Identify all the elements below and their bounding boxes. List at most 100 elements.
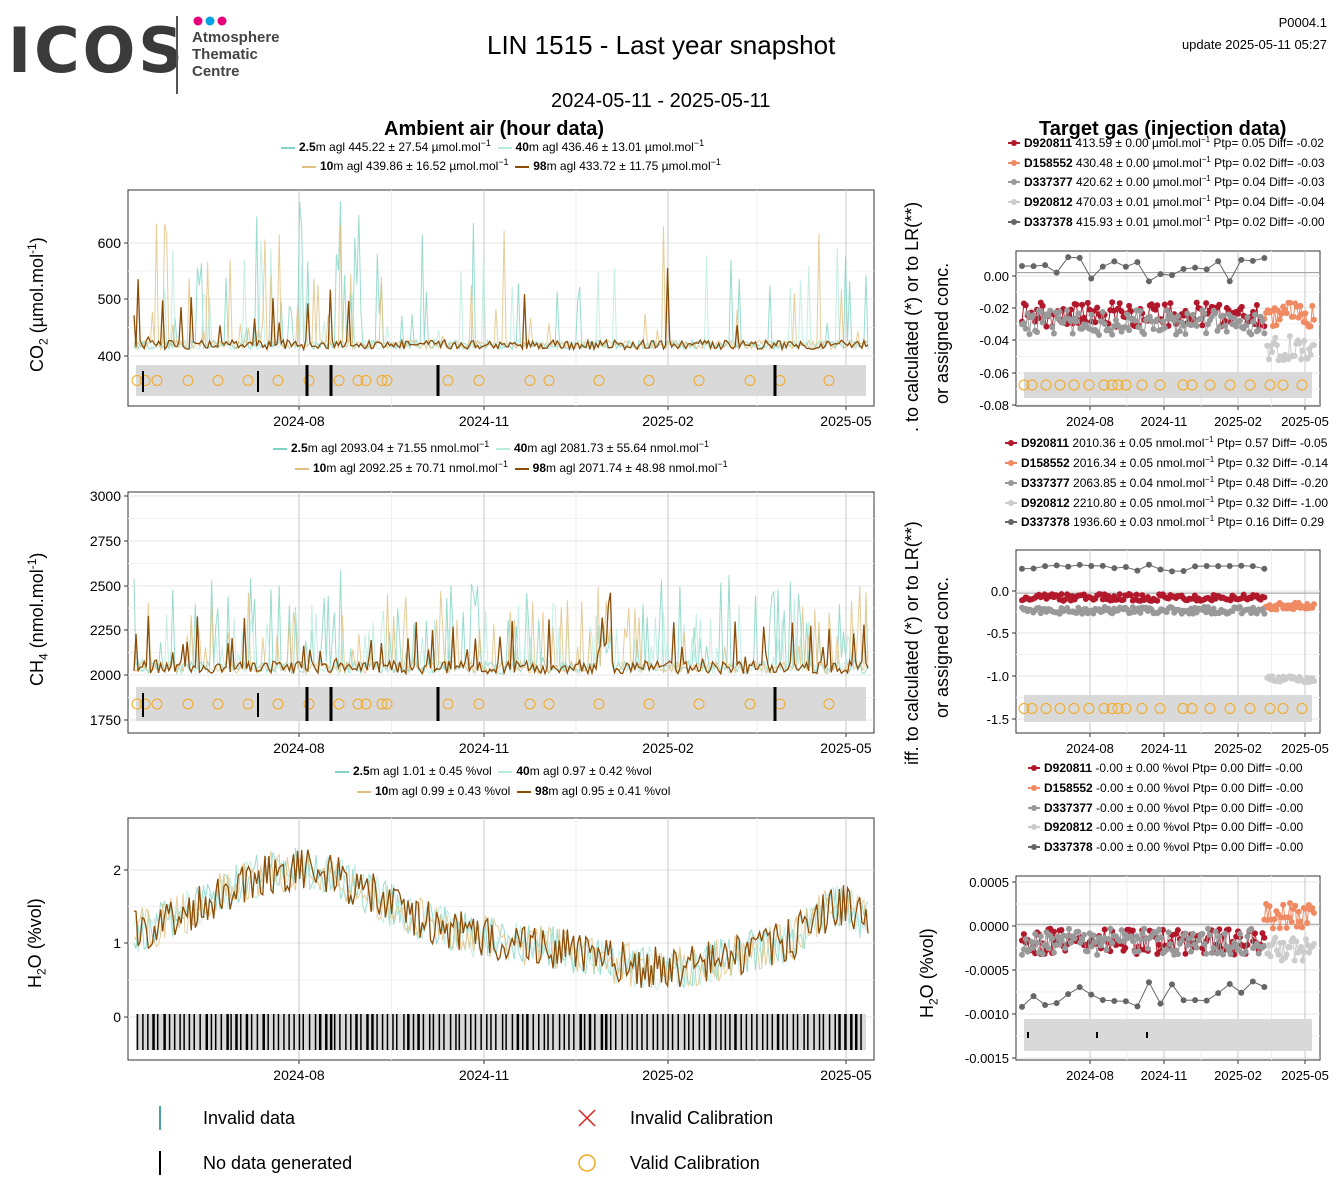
calibration-marker: [1186, 703, 1198, 714]
no-data-bar: [486, 1014, 488, 1050]
calibration-marker: [151, 375, 163, 386]
no-data-bar: [636, 1014, 638, 1050]
no-data-bar: [235, 1014, 238, 1050]
calibration-marker: [303, 698, 315, 710]
no-data-bar: [1027, 1032, 1029, 1038]
legend-height: 40: [516, 764, 530, 778]
no-data-bar: [428, 1014, 431, 1050]
calibration-marker: [1244, 379, 1256, 391]
no-data-bar: [371, 1014, 374, 1050]
y-tick-label: 0.0005: [969, 875, 1009, 890]
calibration-marker: [1244, 703, 1256, 714]
calibration-marker: [473, 698, 485, 710]
legend-height: 2.5: [291, 441, 308, 455]
target-legend-tg_co2-D920811: D920811 413.59 ± 0.00 µmol.mol−1 Ptp= 0.…: [1024, 135, 1324, 150]
y-tick-label: 2: [113, 862, 121, 878]
legend-text: m agl 439.86 ± 16.52 µmol.mol: [333, 159, 499, 173]
no-data-bar: [283, 1014, 285, 1050]
invalid-calibration-icon: [577, 1108, 597, 1133]
y-tick-label: -0.5: [987, 626, 1009, 641]
no-data-bar: [407, 1014, 410, 1050]
no-data-bar: [226, 1014, 229, 1050]
no-data-bar: [173, 1014, 176, 1050]
flag-band: [1024, 695, 1312, 722]
no-data-bar: [734, 1014, 737, 1050]
no-data-bar: [188, 1014, 191, 1050]
calibration-marker: [693, 375, 705, 386]
calibration-marker: [1154, 703, 1166, 714]
no-data-bar: [438, 1014, 441, 1050]
legend-swatch: [357, 790, 371, 793]
calibration-marker: [1264, 379, 1276, 391]
series-line-h2o-m40: [133, 850, 869, 991]
no-data-bar: [532, 1014, 535, 1050]
no-data-bar: [588, 1014, 592, 1050]
no-data-bar: [183, 1014, 185, 1050]
no-data-bar: [773, 687, 777, 721]
series-line-co2-m2_5: [133, 201, 869, 352]
no-data-bar: [813, 1014, 815, 1050]
target-legend-tg_ch4-D920811: D920811 2010.36 ± 0.05 nmol.mol−1 Ptp= 0…: [1021, 435, 1328, 450]
calibration-marker: [442, 375, 454, 386]
y-tick-label: -1.5: [987, 712, 1009, 727]
no-data-bar: [230, 1014, 232, 1050]
no-data-bar: [688, 1014, 690, 1050]
no-data-bar: [724, 1014, 727, 1050]
no-data-bar: [1146, 1032, 1148, 1038]
no-data-bar: [193, 1014, 195, 1050]
no-data-bar: [250, 1014, 253, 1050]
legend-text: m agl 445.22 ± 27.54 µmol.mol: [315, 140, 481, 154]
calibration-marker: [643, 375, 655, 386]
no-data-bar: [474, 1014, 477, 1050]
target-legend-tg_h2o-D337377: D337377 -0.00 ± 0.00 %vol Ptp= 0.00 Diff…: [1044, 801, 1304, 815]
calibration-marker: [543, 375, 555, 386]
no-data-bar: [792, 1014, 795, 1050]
valid-calibration-label: Valid Calibration: [630, 1153, 760, 1173]
no-data-bar: [614, 1014, 617, 1050]
x-tick-label: 2025-05: [1281, 414, 1329, 429]
tg-co2-ylabel-2: or assigned conc.: [932, 262, 952, 404]
calibration-marker: [360, 698, 372, 710]
logo-dots: [192, 14, 232, 26]
no-data-bar: [257, 693, 259, 717]
calibration-marker: [1136, 703, 1148, 714]
legend-dot-D158552: [1031, 785, 1037, 791]
no-data-bar: [822, 1014, 825, 1050]
target-legend-tg_co2-D158552: D158552 430.48 ± 0.00 µmol.mol−1 Ptp= 0.…: [1024, 155, 1325, 170]
legend-dot-D920812: [1011, 199, 1017, 205]
target-legend-tg_co2-D337378: D337378 415.93 ± 0.01 µmol.mol−1 Ptp= 0.…: [1024, 214, 1325, 229]
no-data-bar: [683, 1014, 686, 1050]
no-data-bar: [1096, 1032, 1098, 1038]
report-code: P0004.1: [1278, 15, 1327, 30]
calibration-marker: [1026, 379, 1038, 391]
legend-height: 10: [375, 784, 389, 798]
no-data-bar: [214, 1014, 217, 1050]
calibration-marker: [1204, 379, 1216, 391]
ch4-ylabel: CH4 (nmol.mol-1): [25, 552, 51, 686]
calibration-marker: [1054, 703, 1066, 714]
invalid-calibration-label: Invalid Calibration: [630, 1108, 774, 1128]
x-tick-label: 2025-05: [820, 740, 872, 756]
no-data-bar: [142, 371, 144, 392]
calibration-marker: [643, 698, 655, 710]
no-data-bar: [745, 1014, 748, 1050]
target-line-D158552: [1263, 301, 1315, 328]
calibration-marker: [1120, 703, 1132, 714]
legend-text: m agl 2092.25 ± 70.71 nmol.mol: [326, 461, 498, 475]
no-data-bar: [245, 1014, 249, 1050]
no-data-bar: [339, 1014, 341, 1050]
calibration-marker: [212, 698, 224, 710]
no-data-bar: [573, 1014, 575, 1050]
target-legend-tg_co2-D337377: D337377 420.62 ± 0.00 µmol.mol−1 Ptp= 0.…: [1024, 174, 1325, 189]
invalid-data-label: Invalid data: [203, 1108, 296, 1128]
x-tick-label: 2025-02: [1214, 414, 1262, 429]
no-data-bar: [156, 1014, 159, 1050]
calibration-marker: [182, 375, 194, 386]
no-data-bar: [538, 1014, 540, 1050]
calibration-marker: [139, 375, 151, 386]
no-data-bar: [720, 1014, 722, 1050]
x-tick-label: 2024-11: [459, 413, 510, 429]
calibration-marker: [1177, 379, 1189, 391]
no-data-bar: [547, 1014, 549, 1050]
target-line-D337378: [1021, 256, 1265, 283]
